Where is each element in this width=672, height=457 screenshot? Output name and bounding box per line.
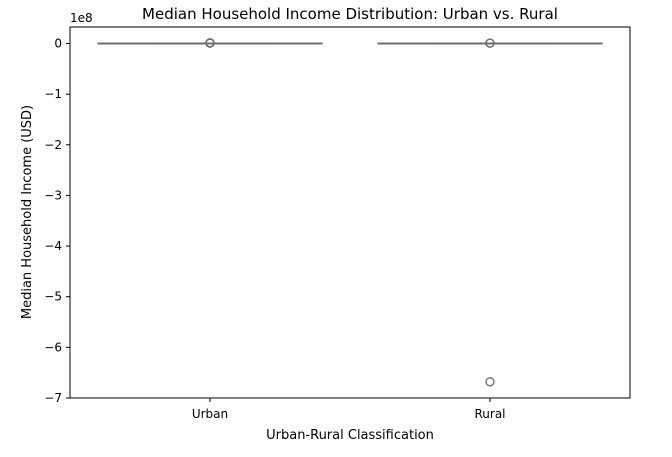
box-rural <box>377 38 603 387</box>
y-tick-label: −6 <box>44 340 62 354</box>
y-tick-label: −7 <box>44 391 62 405</box>
plot-area <box>69 26 631 399</box>
y-tick-label: −2 <box>44 138 62 152</box>
x-tick-label-urban: Urban <box>192 407 228 421</box>
outlier-point <box>485 377 495 387</box>
y-tick-label: −4 <box>44 239 62 253</box>
outlier-point <box>205 38 215 48</box>
y-tick-label: −3 <box>44 188 62 202</box>
y-axis-label: Median Household Income (USD) <box>20 105 35 319</box>
box-urban <box>97 38 323 48</box>
x-axis-label: Urban-Rural Classification <box>266 428 434 443</box>
y-tick-label: −5 <box>44 290 62 304</box>
x-tick-label-rural: Rural <box>474 407 505 421</box>
box-plots <box>97 38 603 387</box>
y-axis: 0 −1 −2 −3 −4 −5 −6 −7 <box>44 37 70 405</box>
y-tick-label: −1 <box>44 87 62 101</box>
y-tick-label: 0 <box>54 37 62 51</box>
y-offset-label: 1e8 <box>70 11 93 25</box>
chart-title: Median Household Income Distribution: Ur… <box>142 5 558 23</box>
outlier-point <box>485 38 495 48</box>
x-axis: Urban Rural <box>192 398 506 421</box>
